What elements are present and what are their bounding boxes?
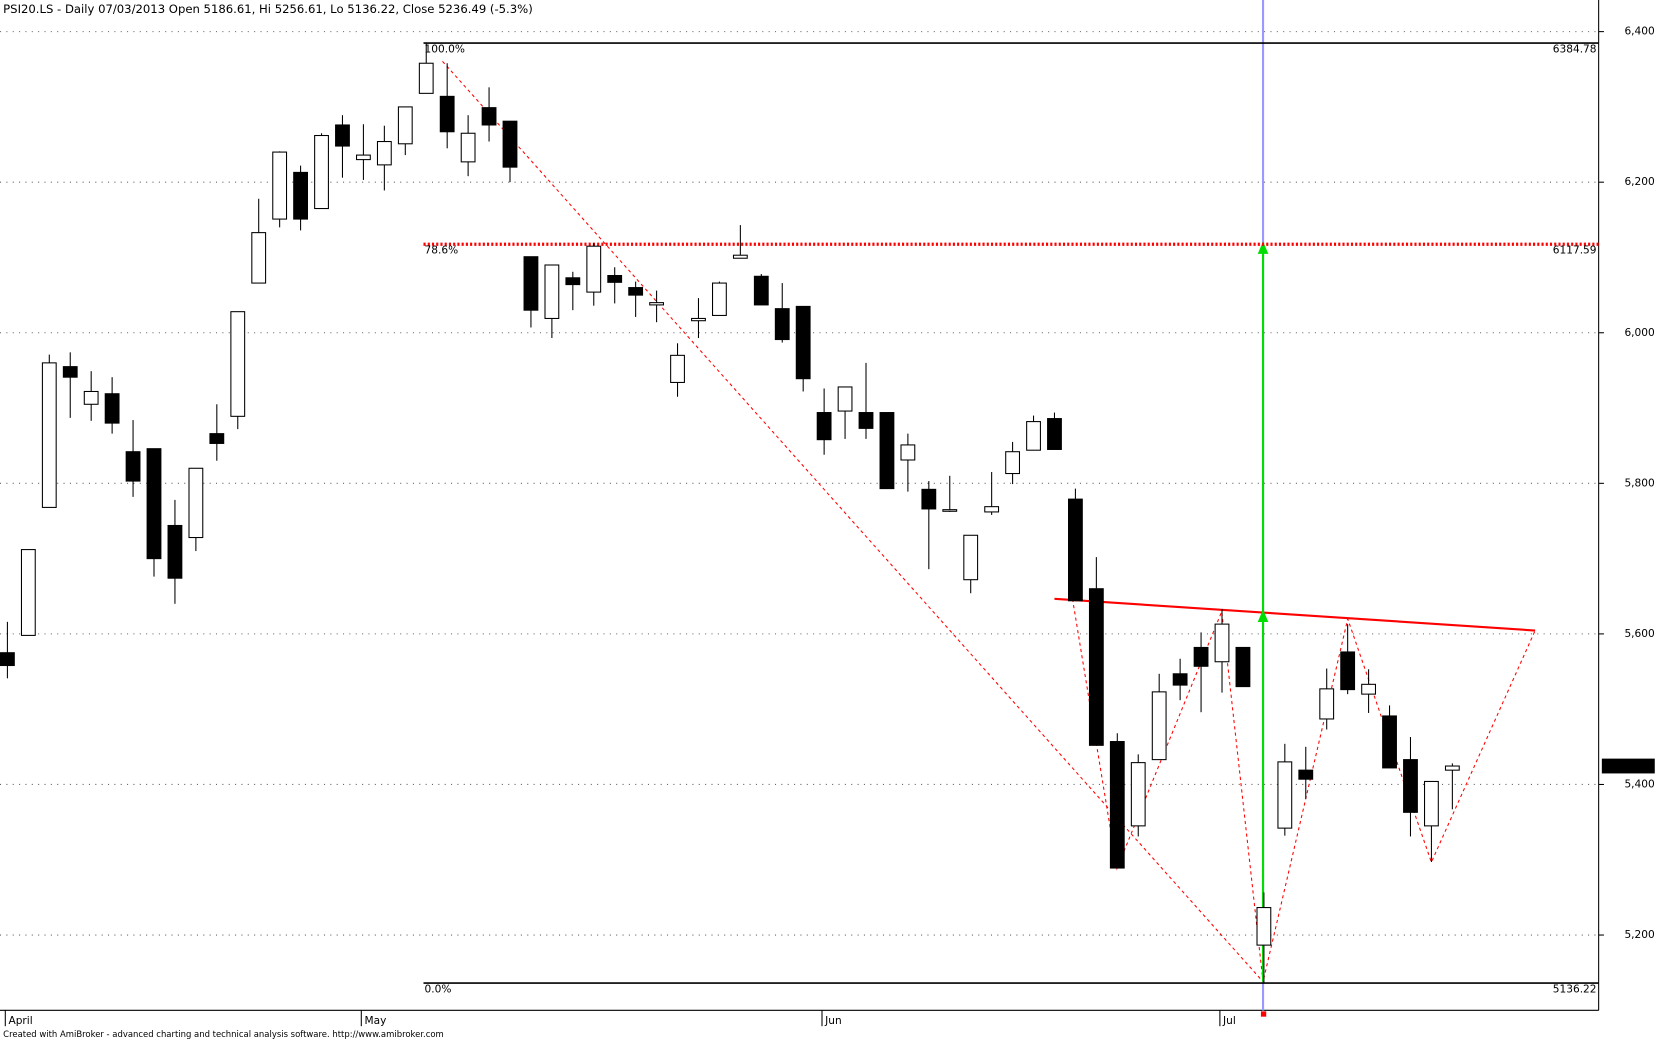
candle-body: [523, 256, 539, 311]
candle-body: [816, 412, 832, 441]
candle-body: [670, 354, 685, 383]
candle-body: [1403, 759, 1418, 813]
candle-body: [167, 524, 183, 579]
candle-body: [1235, 646, 1251, 688]
x-tick-label: Jun: [824, 1015, 842, 1027]
candle-body: [837, 386, 853, 412]
neckline: [1054, 597, 1536, 632]
candle-body: [1298, 769, 1314, 780]
candle-body: [1109, 741, 1125, 869]
candle-body: [691, 317, 706, 322]
candle-body: [984, 506, 1000, 513]
candle-body: [795, 305, 811, 380]
fib-value: 5136.22: [1553, 983, 1597, 995]
candle-body: [879, 412, 895, 490]
candle-body: [20, 549, 36, 636]
candle-body: [146, 448, 162, 560]
candle-body: [942, 509, 958, 512]
candle-body: [1361, 683, 1377, 695]
drawings: [442, 61, 1536, 1017]
candle-body: [481, 107, 497, 126]
candle-body: [502, 120, 518, 168]
x-tick-label: May: [364, 1015, 386, 1027]
candle-body: [1047, 418, 1062, 450]
candle-body: [104, 393, 120, 424]
candle-body: [1340, 651, 1356, 691]
candle-body: [293, 171, 309, 220]
cursor-marker: [1260, 1011, 1267, 1017]
candle-body: [1444, 765, 1460, 771]
chart-title: PSI20.LS - Daily 07/03/2013 Open 5186.61…: [3, 2, 533, 16]
candle-body: [62, 366, 78, 378]
fib-label: 78.6%: [425, 245, 459, 257]
candle-body: [712, 282, 727, 316]
price-box: [1601, 758, 1655, 774]
candle-body: [607, 275, 623, 283]
candle-body: [335, 124, 350, 147]
candle-body: [125, 451, 141, 482]
y-tick-label: 6,400: [1624, 26, 1655, 38]
candle-body: [1277, 761, 1293, 829]
candle-body: [858, 412, 874, 429]
candle-body: [1424, 780, 1439, 827]
candle-body: [1172, 673, 1188, 686]
candle-body: [356, 154, 371, 161]
candle-body: [544, 264, 560, 319]
candle-body: [83, 390, 99, 405]
candle-body: [1068, 498, 1083, 602]
candle-body: [272, 151, 288, 220]
candle-body: [397, 106, 413, 145]
candle-body: [376, 141, 392, 166]
candle-body: [753, 275, 769, 306]
x-tick-label: April: [8, 1015, 32, 1027]
y-tick-label: 5,600: [1624, 628, 1655, 640]
y-tick-label: 5,400: [1624, 778, 1655, 790]
candle-body: [963, 534, 979, 581]
candle-body: [1382, 715, 1397, 769]
fib-value: 6384.78: [1553, 43, 1597, 55]
candle-body: [1130, 762, 1146, 827]
arrow-head: [1257, 609, 1269, 623]
candle-body: [460, 132, 476, 163]
candle-body: [1005, 451, 1021, 475]
candle-body: [230, 311, 246, 417]
fib-label: 100.0%: [425, 43, 465, 55]
candle-body: [1256, 907, 1272, 946]
candle-body: [41, 362, 57, 508]
x-tick-label: Jul: [1222, 1015, 1236, 1027]
trend-dashed: [442, 61, 1264, 983]
candle-body: [1026, 421, 1041, 451]
candle-body: [1193, 646, 1209, 667]
candle-body: [628, 287, 644, 296]
fib-label: 0.0%: [425, 983, 452, 995]
candle-body: [188, 467, 204, 539]
candle-body: [209, 433, 225, 444]
footer: Created with AmiBroker - advanced charti…: [3, 1029, 444, 1039]
candle-body: [900, 444, 916, 461]
candle-body: [418, 62, 434, 94]
candle-body: [921, 488, 937, 510]
y-tick-label: 6,200: [1624, 176, 1655, 188]
candle-body: [774, 308, 790, 341]
candle-body: [251, 232, 267, 284]
price-label: 5,424.49: [1606, 760, 1653, 772]
candle-body: [732, 254, 748, 259]
candle-body: [439, 95, 455, 133]
candle-body: [1088, 588, 1104, 746]
y-tick-label: 5,800: [1624, 477, 1655, 489]
y-tick-label: 6,000: [1624, 327, 1655, 339]
arrow-head: [1257, 241, 1269, 254]
candle-body: [565, 277, 581, 286]
candle-body: [649, 302, 665, 306]
candle-body: [314, 134, 329, 210]
fib-value: 6117.59: [1553, 245, 1597, 257]
candle-body: [1151, 691, 1167, 761]
candle-body: [1319, 688, 1335, 720]
candle-body: [586, 245, 602, 293]
y-tick-label: 5,200: [1624, 929, 1655, 941]
candle-body: [0, 652, 15, 667]
candle-body: [1214, 623, 1230, 663]
